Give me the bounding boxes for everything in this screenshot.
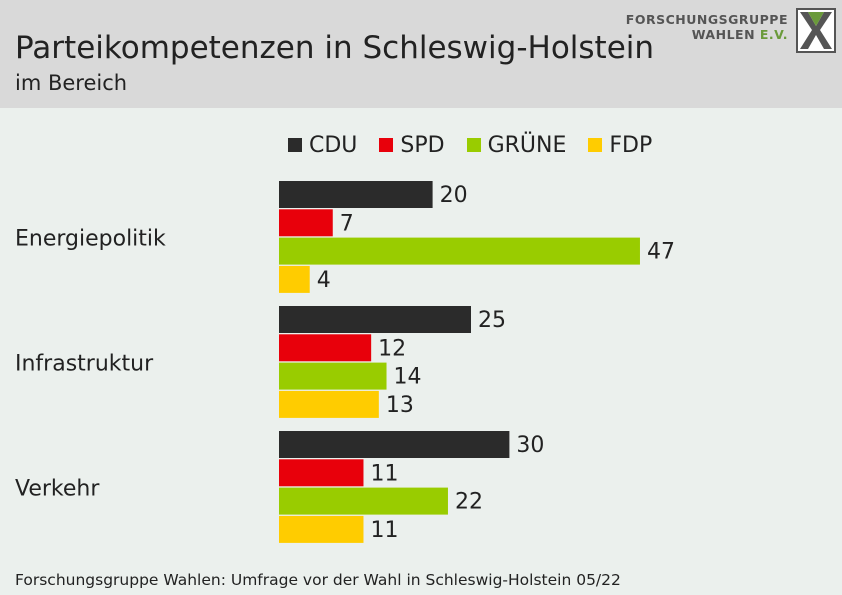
category-label: Verkehr [15, 477, 100, 502]
bar-fdp [279, 515, 364, 543]
fgw-logo-icon [796, 8, 836, 53]
legend-item-fdp: FDP [588, 133, 652, 158]
bar-cdu [279, 181, 433, 208]
legend-item-grüne: GRÜNE [466, 132, 567, 158]
logo-text-wahlen: WAHLEN [691, 27, 756, 42]
legend-item-cdu: CDU [288, 133, 357, 158]
data-label: 7 [340, 211, 354, 236]
legend-swatch [466, 138, 481, 152]
bar-fdp [279, 390, 379, 418]
logo-text-ev: E.V. [759, 27, 788, 42]
source-note: Forschungsgruppe Wahlen: Umfrage vor der… [15, 571, 621, 589]
bar-spd [279, 334, 372, 362]
legend-swatch [379, 138, 394, 152]
category-label: Energiepolitik [15, 227, 166, 252]
legend-label: CDU [309, 132, 358, 158]
data-label: 11 [370, 518, 398, 543]
data-label: 20 [440, 183, 468, 208]
logo: FORSCHUNGSGRUPPE WAHLEN E.V. [626, 8, 836, 54]
legend-label: FDP [609, 132, 653, 158]
chart-title: Parteikompetenzen in Schleswig-Holstein [15, 30, 655, 66]
data-label: 22 [455, 490, 483, 515]
bar-cdu [279, 306, 471, 333]
data-label: 11 [370, 461, 398, 486]
bar-cdu [279, 431, 510, 458]
data-label: 12 [378, 336, 406, 361]
category-label: Infrastruktur [15, 352, 154, 377]
bar-spd [279, 209, 333, 237]
legend-swatch [588, 138, 603, 152]
bar-spd [279, 459, 364, 487]
data-label: 14 [394, 365, 422, 390]
bar-grüne [279, 362, 387, 390]
legend-swatch [288, 138, 302, 152]
data-label: 30 [516, 433, 544, 458]
data-label: 25 [478, 308, 506, 333]
data-label: 47 [647, 240, 675, 265]
data-label: 4 [317, 268, 331, 293]
legend: CDU SPD GRÜNE FDP [288, 130, 674, 160]
legend-label: GRÜNE [487, 132, 567, 158]
legend-label: SPD [400, 132, 445, 158]
chart-subtitle: im Bereich [15, 71, 128, 95]
bar-fdp [279, 265, 310, 293]
header-band: Parteikompetenzen in Schleswig-Holstein … [0, 0, 842, 108]
bar-grüne [279, 237, 640, 265]
legend-item-spd: SPD [379, 132, 445, 158]
bar-grüne [279, 487, 448, 515]
logo-text-line1: FORSCHUNGSGRUPPE [625, 12, 788, 27]
logo-text-line2: WAHLEN E.V. [692, 27, 788, 42]
data-label: 13 [386, 393, 414, 418]
